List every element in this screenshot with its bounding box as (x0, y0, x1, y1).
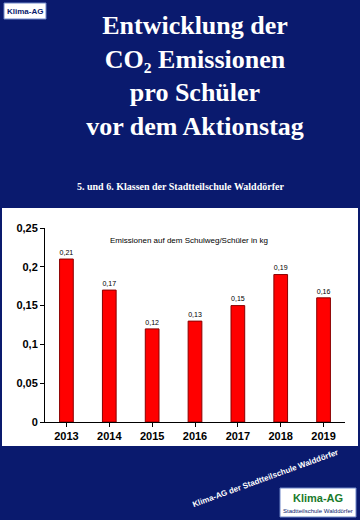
svg-text:2015: 2015 (140, 430, 164, 442)
svg-text:0: 0 (32, 416, 38, 428)
svg-text:2016: 2016 (183, 430, 207, 442)
svg-text:5. und 6. Klassen der Stadttei: 5. und 6. Klassen der Stadtteilschule Wa… (77, 181, 284, 192)
svg-text:Emissionen auf dem Schulweg/Sc: Emissionen auf dem Schulweg/Schüler in k… (110, 236, 268, 245)
svg-text:Klima-AG: Klima-AG (7, 7, 43, 16)
svg-text:Klima-AG: Klima-AG (293, 492, 343, 504)
svg-text:2014: 2014 (97, 430, 122, 442)
svg-text:2013: 2013 (54, 430, 78, 442)
svg-text:Stadtteilschule Walddörfer: Stadtteilschule Walddörfer (283, 508, 353, 514)
svg-text:0,2: 0,2 (23, 261, 38, 273)
svg-text:0,1: 0,1 (23, 338, 38, 350)
svg-text:0,12: 0,12 (145, 319, 159, 326)
svg-text:0,05: 0,05 (16, 377, 37, 389)
svg-text:0,17: 0,17 (102, 280, 116, 287)
svg-text:0,21: 0,21 (60, 249, 74, 256)
svg-text:0,16: 0,16 (317, 288, 331, 295)
svg-text:Entwicklung derCO₂ Emissionenp: Entwicklung derCO₂ Emissionenpro Schüler… (86, 11, 304, 141)
svg-text:0,15: 0,15 (16, 299, 37, 311)
svg-text:0,25: 0,25 (16, 222, 37, 234)
svg-text:2019: 2019 (311, 430, 335, 442)
svg-text:0,15: 0,15 (231, 295, 245, 302)
svg-text:0,19: 0,19 (274, 264, 288, 271)
svg-text:2017: 2017 (226, 430, 250, 442)
svg-text:Klima-AG der Stadtteilschule W: Klima-AG der Stadtteilschule Walddörfer (191, 448, 339, 509)
svg-text:0,13: 0,13 (188, 311, 202, 318)
svg-text:2018: 2018 (268, 430, 292, 442)
